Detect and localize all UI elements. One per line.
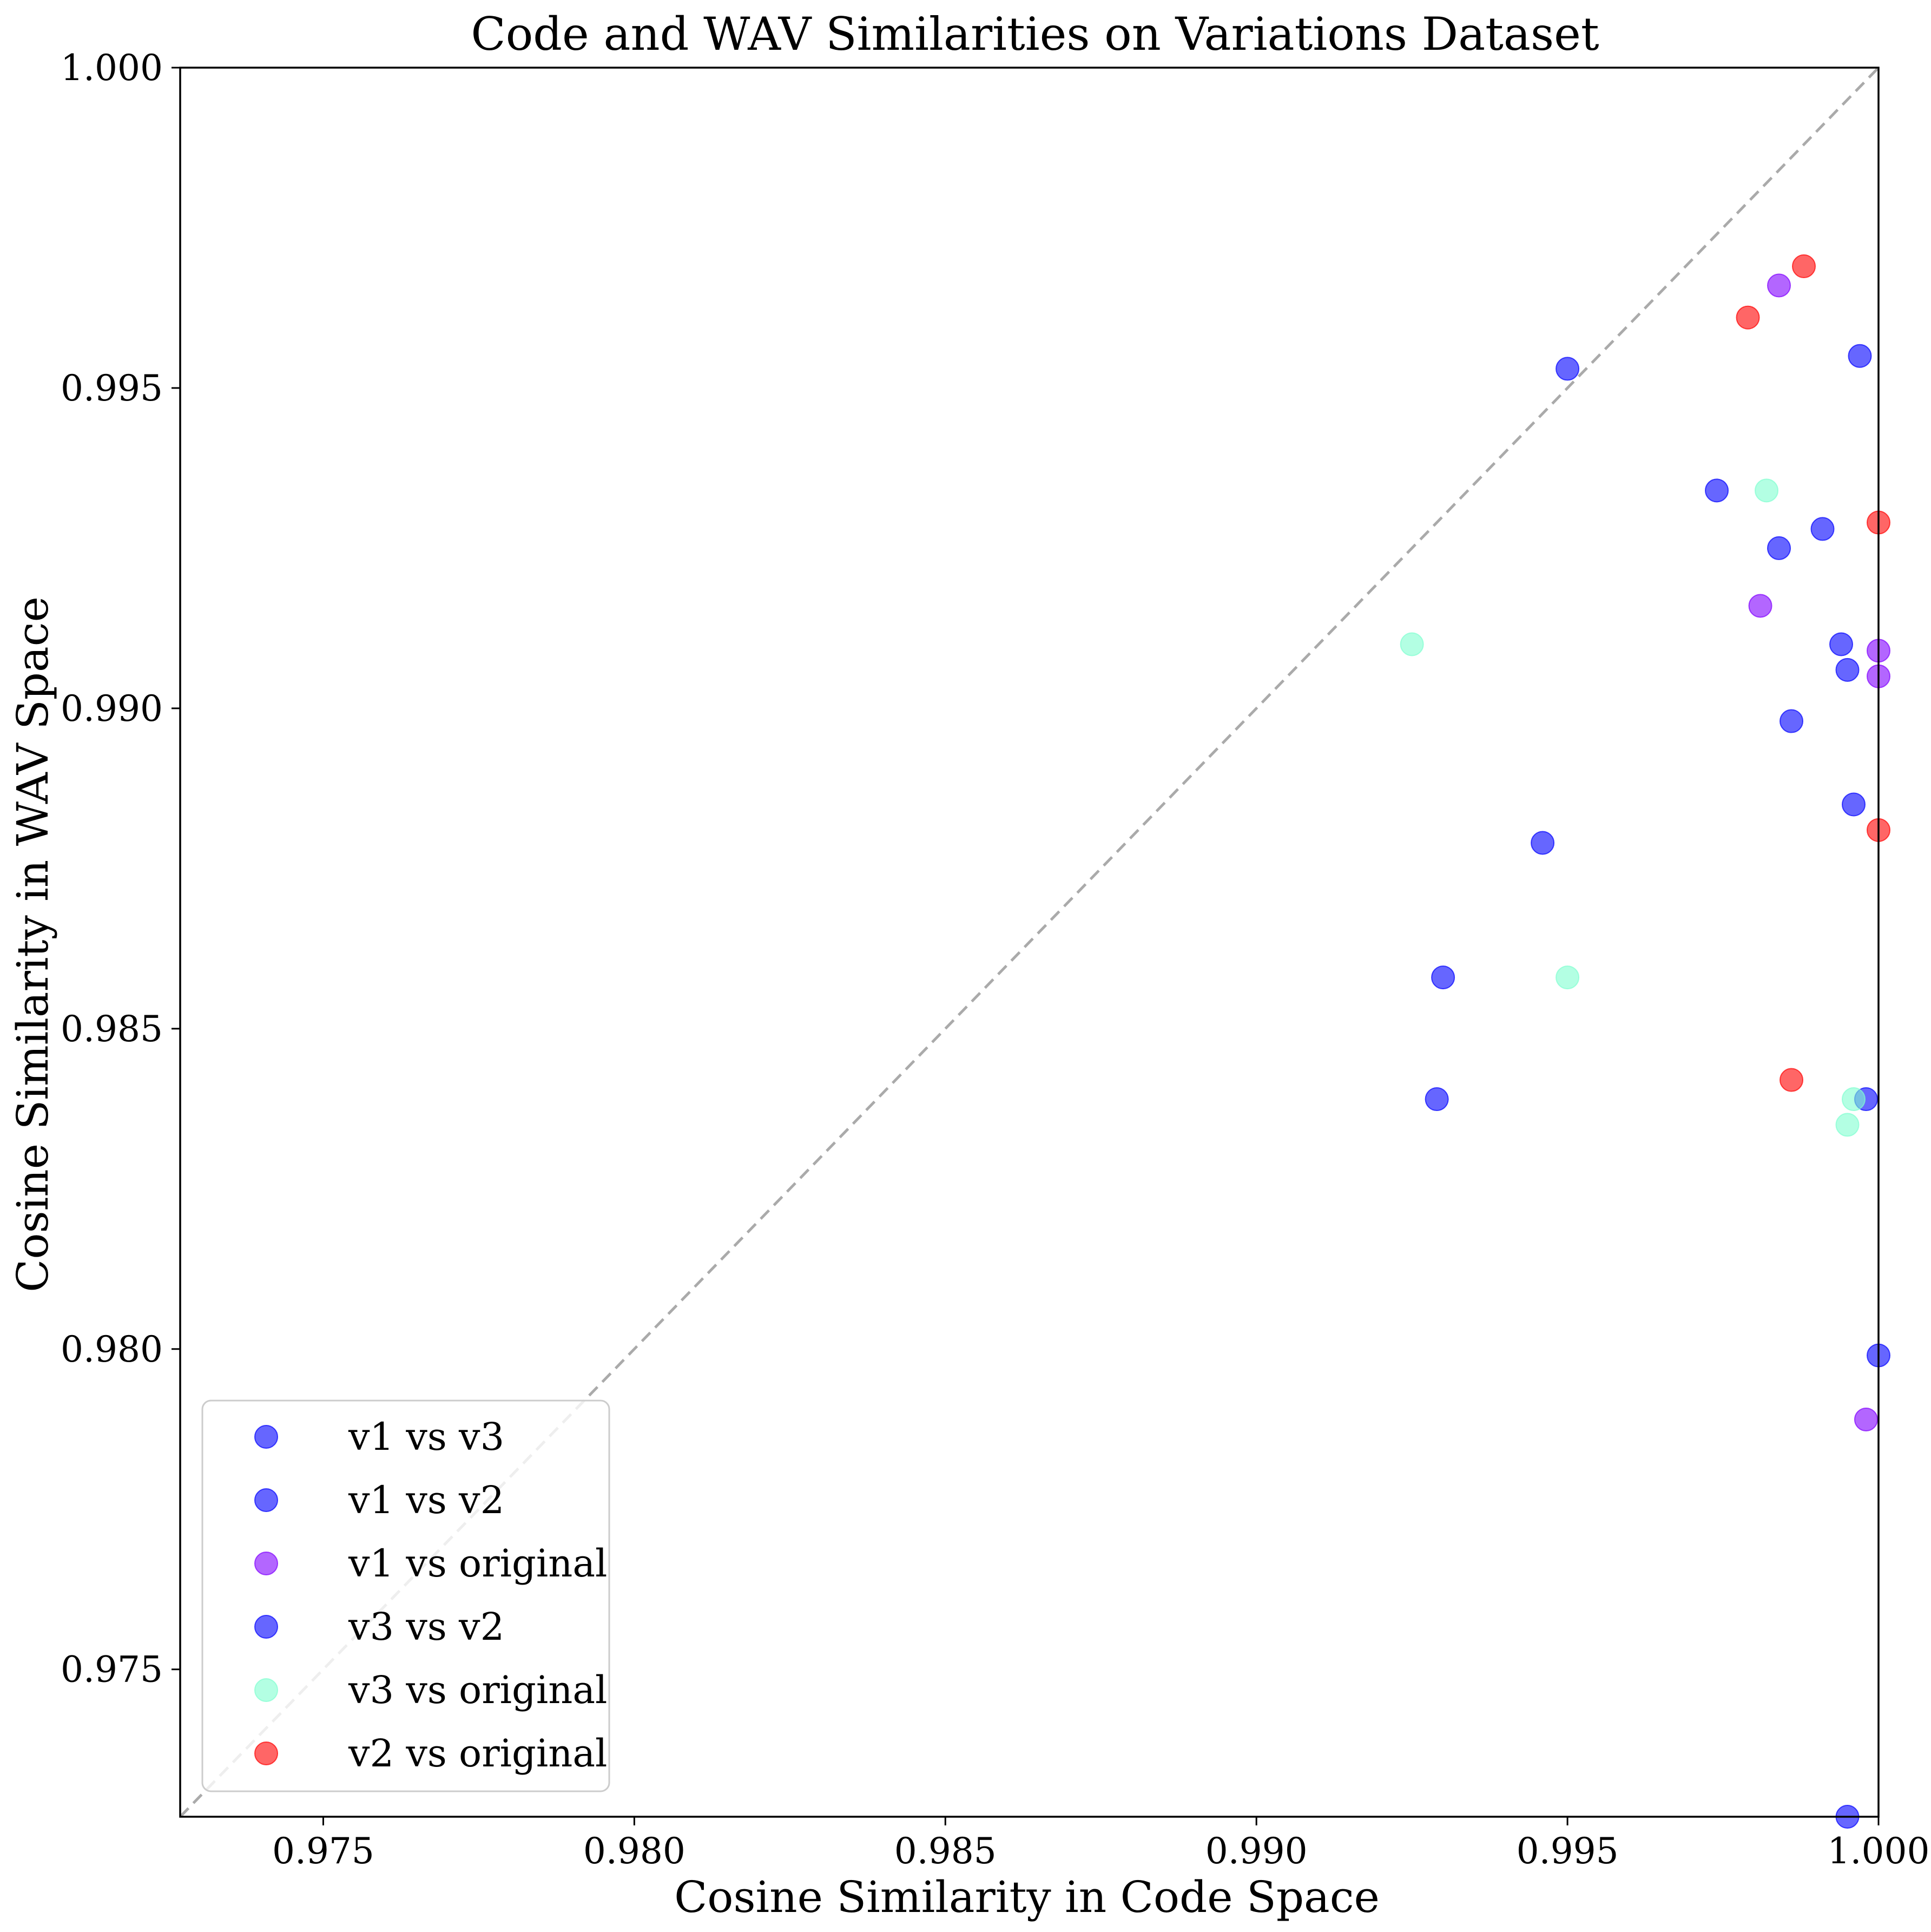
y-tick-label: 0.995 xyxy=(61,367,163,409)
data-point xyxy=(1829,632,1854,656)
data-point xyxy=(1556,965,1580,990)
legend-label: v3 vs v2 xyxy=(348,1605,504,1649)
y-tick-label: 0.985 xyxy=(61,1008,163,1050)
data-point xyxy=(1705,478,1729,503)
legend-label: v2 vs original xyxy=(348,1731,607,1776)
x-tick-label: 0.990 xyxy=(1205,1830,1308,1872)
legend-label: v1 vs v2 xyxy=(348,1478,504,1522)
data-point xyxy=(1780,1068,1804,1092)
data-point xyxy=(1755,478,1779,503)
x-tick-label: 0.995 xyxy=(1517,1830,1619,1872)
legend-marker xyxy=(254,1488,278,1512)
data-point xyxy=(1848,344,1872,368)
x-tick-label: 0.985 xyxy=(894,1830,997,1872)
legend-marker xyxy=(254,1615,278,1639)
legend-marker xyxy=(254,1678,278,1702)
legend-label: v1 vs v3 xyxy=(348,1415,504,1459)
x-tick-label: 0.975 xyxy=(272,1830,374,1872)
y-tick-label: 1.000 xyxy=(61,47,163,89)
legend-marker xyxy=(254,1742,278,1765)
y-tick-label: 0.980 xyxy=(61,1329,163,1370)
chart-title: Code and WAV Similarities on Variations … xyxy=(471,8,1599,61)
y-axis-ticks: 0.975 0.980 0.985 0.990 0.995 1.000 xyxy=(61,47,180,1691)
data-point xyxy=(1556,357,1580,381)
legend: v1 vs v3 v1 vs v2 v1 vs original v3 vs v2 v3… xyxy=(201,1399,610,1792)
legend-marker xyxy=(254,1552,278,1575)
legend-label: v3 vs original xyxy=(348,1668,607,1712)
x-axis-label: Cosine Similarity in Code Space xyxy=(674,1872,1380,1922)
data-point xyxy=(1400,632,1424,656)
legend-box xyxy=(201,1399,610,1792)
data-point xyxy=(1767,536,1791,560)
points-layer xyxy=(1400,254,1890,1829)
legend-label: v1 vs original xyxy=(348,1541,607,1586)
data-point xyxy=(1842,792,1866,817)
data-point xyxy=(1736,305,1760,330)
series-v1-vs-v3 xyxy=(1531,344,1872,855)
legend-marker xyxy=(254,1425,278,1449)
data-point xyxy=(1425,1087,1449,1112)
data-point xyxy=(1835,658,1860,682)
legend-items: v1 vs v3 v1 vs v2 v1 vs original v3 vs v2 v3… xyxy=(254,1415,607,1776)
plot-frame xyxy=(179,67,1880,1818)
y-tick-label: 0.975 xyxy=(61,1649,163,1691)
x-axis-ticks: 0.975 0.980 0.985 0.990 0.995 1.000 xyxy=(272,1817,1929,1872)
x-tick-label: 0.980 xyxy=(583,1830,686,1872)
series-v3-vs-original xyxy=(1400,478,1866,1137)
data-point xyxy=(1854,1407,1879,1431)
data-point xyxy=(1835,1113,1860,1137)
data-point xyxy=(1842,1087,1866,1112)
data-point xyxy=(1431,965,1455,990)
data-point xyxy=(1792,254,1816,279)
data-point xyxy=(1767,273,1791,298)
x-tick-label: 1.000 xyxy=(1828,1830,1930,1872)
data-point xyxy=(1748,594,1772,618)
y-axis-label: Cosine Similarity in WAV Space xyxy=(8,596,58,1292)
data-point xyxy=(1531,831,1555,855)
data-point xyxy=(1780,709,1804,733)
data-point xyxy=(1810,517,1835,541)
y-tick-label: 0.990 xyxy=(61,688,163,730)
